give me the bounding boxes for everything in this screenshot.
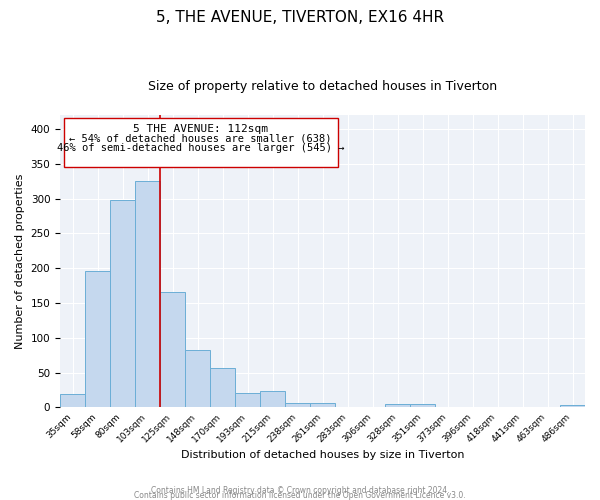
Bar [560, 406, 585, 407]
Text: 46% of semi-detached houses are larger (545) →: 46% of semi-detached houses are larger (… [57, 143, 344, 153]
Bar [385, 404, 410, 407]
Bar [285, 402, 310, 407]
Y-axis label: Number of detached properties: Number of detached properties [15, 174, 25, 349]
Text: Contains HM Land Registry data © Crown copyright and database right 2024.: Contains HM Land Registry data © Crown c… [151, 486, 449, 495]
Text: ← 54% of detached houses are smaller (638): ← 54% of detached houses are smaller (63… [70, 134, 332, 144]
Bar [210, 368, 235, 408]
Bar [410, 404, 435, 407]
Bar [85, 271, 110, 407]
X-axis label: Distribution of detached houses by size in Tiverton: Distribution of detached houses by size … [181, 450, 464, 460]
Text: 5, THE AVENUE, TIVERTON, EX16 4HR: 5, THE AVENUE, TIVERTON, EX16 4HR [156, 10, 444, 25]
Bar [110, 200, 135, 408]
Bar [235, 393, 260, 407]
Bar [60, 394, 85, 407]
Bar [135, 181, 160, 408]
Text: Contains public sector information licensed under the Open Government Licence v3: Contains public sector information licen… [134, 491, 466, 500]
Bar [160, 292, 185, 408]
FancyBboxPatch shape [64, 118, 338, 167]
Bar [310, 404, 335, 407]
Title: Size of property relative to detached houses in Tiverton: Size of property relative to detached ho… [148, 80, 497, 93]
Bar [185, 350, 210, 408]
Text: 5 THE AVENUE: 112sqm: 5 THE AVENUE: 112sqm [133, 124, 268, 134]
Bar [260, 391, 285, 407]
